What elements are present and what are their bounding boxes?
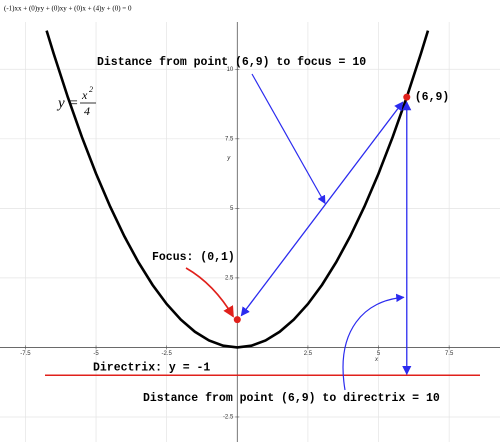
y-tick-label: 7.5 bbox=[225, 136, 234, 142]
y-tick-label: 2.5 bbox=[225, 275, 234, 281]
point bbox=[403, 93, 411, 101]
y-tick-label: 5 bbox=[230, 206, 234, 212]
x-tick-label: -7.5 bbox=[20, 351, 31, 357]
x-tick-label: 2.5 bbox=[304, 351, 313, 357]
y-tick-label: 10 bbox=[227, 67, 234, 73]
equation-lhs: y = bbox=[56, 95, 79, 111]
point-label: (6,9) bbox=[415, 91, 450, 104]
y-axis-label: y bbox=[226, 156, 231, 162]
x-tick-label: -5 bbox=[93, 351, 99, 357]
equation-exponent: 2 bbox=[89, 85, 93, 94]
x-tick-label: 7.5 bbox=[445, 351, 454, 357]
x-tick-label: -2.5 bbox=[161, 351, 172, 357]
focus-label: Focus: (0,1) bbox=[152, 251, 235, 264]
y-tick-label: -2.5 bbox=[223, 415, 234, 421]
annotation-arrow bbox=[342, 293, 405, 391]
x-tick-label: 5 bbox=[377, 351, 381, 357]
x-axis-label: x bbox=[374, 357, 379, 363]
annotation-arrow bbox=[185, 267, 234, 318]
equation-denominator: 4 bbox=[84, 104, 90, 118]
formula: (-1)xx + (0)yy + (0)xy + (0)x + (4)y + (… bbox=[4, 5, 132, 13]
directrix-distance-label: Distance from point (6,9) to directrix =… bbox=[143, 392, 440, 405]
focus-distance bbox=[240, 101, 404, 317]
point bbox=[233, 316, 241, 324]
directrix-label: Directrix: y = -1 bbox=[93, 361, 210, 374]
focus-distance-label: Distance from point (6,9) to focus = 10 bbox=[97, 56, 366, 69]
equation-numerator: x bbox=[81, 88, 88, 102]
annotation-arrow bbox=[251, 73, 326, 205]
